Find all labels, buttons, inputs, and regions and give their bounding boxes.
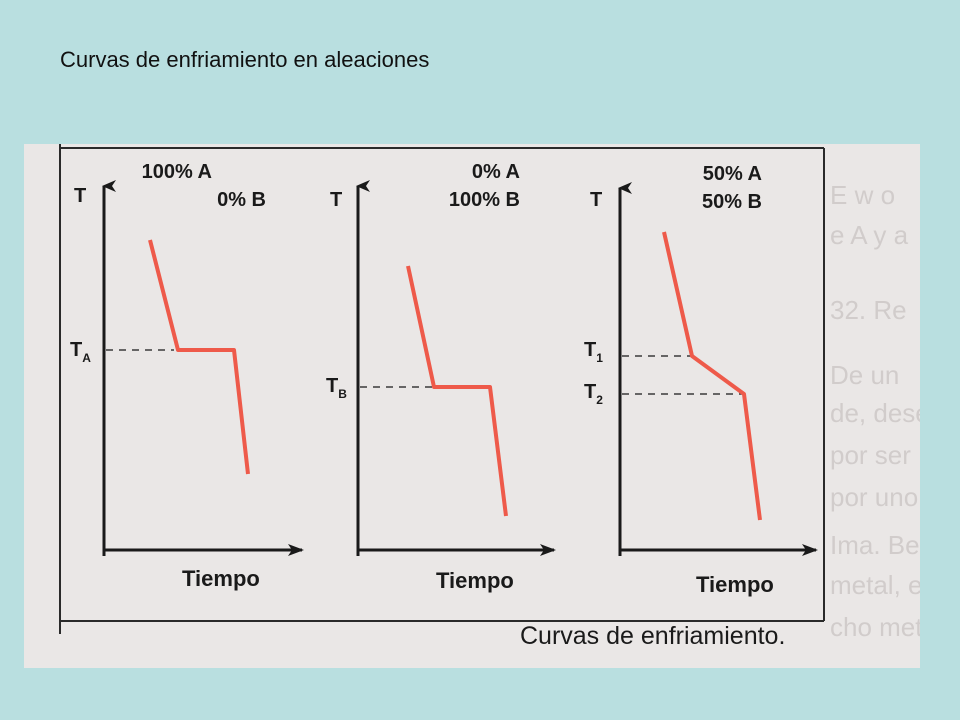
y-axis-label: T xyxy=(330,189,342,211)
cooling-curve xyxy=(662,231,762,521)
x-axis-label: Tiempo xyxy=(182,566,260,591)
svg-text:de, dese: de, dese xyxy=(830,398,920,428)
x-axis-label: Tiempo xyxy=(696,572,774,597)
cooling-curve xyxy=(406,265,508,517)
svg-text:e A y a: e A y a xyxy=(830,220,909,250)
svg-text:cho meta: cho meta xyxy=(830,612,920,642)
svg-text:por uno: por uno xyxy=(830,482,918,512)
composition-line-1: 100% A xyxy=(142,161,212,183)
x-axis-label: Tiempo xyxy=(436,568,514,593)
bleed-through-text: E w o e A y a 32. Re De un de, dese por … xyxy=(830,180,920,642)
panel-1: T Tiempo 100% A 0% B TA xyxy=(70,161,304,591)
svg-text:32. Re: 32. Re xyxy=(830,295,907,325)
y-axis-label: T xyxy=(74,185,86,207)
composition-line-1: 50% A xyxy=(703,163,762,185)
svg-text:E w o: E w o xyxy=(830,180,895,210)
slide-title: Curvas de enfriamiento en aleaciones xyxy=(60,47,430,72)
y-axis-label: T xyxy=(590,189,602,211)
composition-line-2: 100% B xyxy=(449,189,520,211)
figure-caption: Curvas de enfriamiento. xyxy=(520,622,785,650)
panel-3: T Tiempo 50% A 50% B T1 T2 xyxy=(584,163,818,597)
temperature-label: TA xyxy=(70,339,91,365)
panel-2: T Tiempo 0% A 100% B TB xyxy=(326,161,556,593)
cooling-curves-svg: E w o e A y a 32. Re De un de, dese por … xyxy=(59,144,920,650)
svg-text:Ima. Bei: Ima. Bei xyxy=(830,530,920,560)
svg-text:De un: De un xyxy=(830,360,899,390)
temperature-label: TB xyxy=(326,375,347,401)
svg-text:metal, es: metal, es xyxy=(830,570,920,600)
cooling-curve xyxy=(148,239,250,475)
composition-line-2: 50% B xyxy=(702,191,762,213)
composition-line-1: 0% A xyxy=(472,161,520,183)
temperature-label-1: T1 xyxy=(584,339,603,365)
composition-line-2: 0% B xyxy=(217,189,266,211)
cooling-curves-figure: E w o e A y a 32. Re De un de, dese por … xyxy=(24,144,920,668)
svg-text:por ser: por ser xyxy=(830,440,911,470)
temperature-label-2: T2 xyxy=(584,381,603,407)
figure-frame xyxy=(59,144,825,634)
